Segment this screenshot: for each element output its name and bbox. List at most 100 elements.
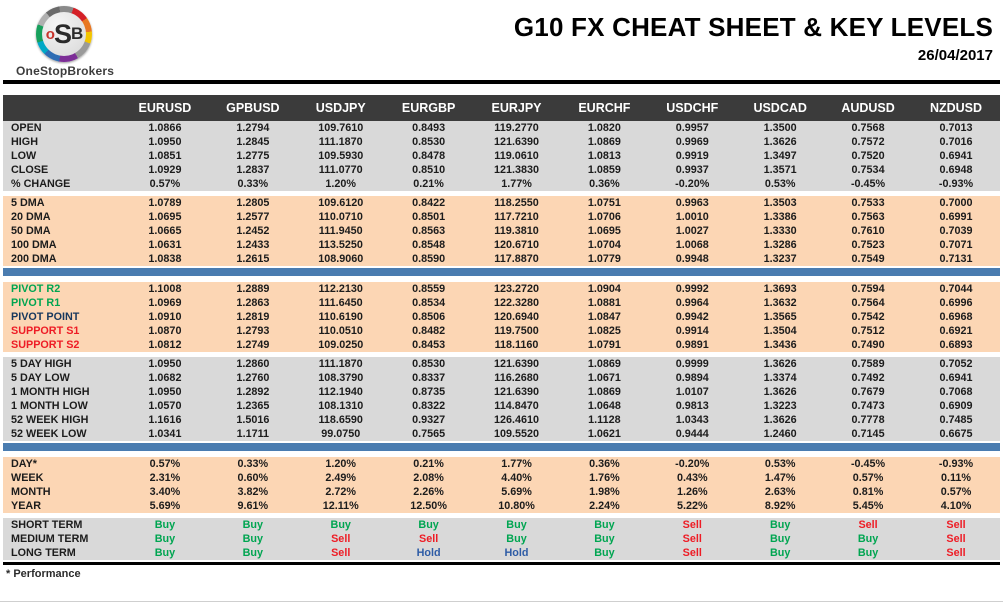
cell-eurusd-pivot-point: 1.0910 [121,310,209,324]
cell-nzdusd-change: -0.93% [912,177,1000,191]
table-row-50-dma: 50 DMA 1.0665 1.2452 111.9450 0.8563 119.3810… [3,224,1000,238]
cell-usdcad-52-week-high: 1.3626 [736,413,825,427]
column-header-eurgbp: EURGBP [384,95,473,121]
cell-eurchf-1-month-low: 1.0648 [560,399,649,413]
cell-usdchf-support-s2: 0.9891 [648,338,737,352]
cell-eurchf-change: 0.36% [560,177,649,191]
cell-gpbusd-52-week-low: 1.1711 [208,427,297,442]
cell-gpbusd-1-month-low: 1.2365 [208,399,297,413]
cell-usdjpy-pivot-r1: 111.6450 [296,296,385,310]
cell-eurusd-pivot-r1: 1.0969 [121,296,209,310]
cell-nzdusd-5-day-high: 0.7052 [912,357,1000,371]
cell-eurusd-day: 0.57% [121,457,209,471]
section-gap [3,452,1000,457]
row-label-support-s2: SUPPORT S2 [3,338,121,352]
cell-eurchf-medium-term: Buy [560,532,649,546]
cell-eurjpy-100-dma: 120.6710 [472,238,561,252]
cell-usdcad-open: 1.3500 [736,121,825,135]
row-label-5-dma: 5 DMA [3,196,121,210]
cell-eurusd-200-dma: 1.0838 [121,252,209,267]
cell-eurjpy-5-day-low: 116.2680 [472,371,561,385]
row-label-low: LOW [3,149,121,163]
cell-nzdusd-52-week-low: 0.6675 [912,427,1000,442]
cell-eurchf-pivot-r1: 1.0881 [560,296,649,310]
cell-eurusd-pivot-r2: 1.1008 [121,282,209,296]
cell-usdjpy-100-dma: 113.5250 [296,238,385,252]
cell-usdchf-pivot-point: 0.9942 [648,310,737,324]
table-row-week: WEEK 2.31% 0.60% 2.49% 2.08% 4.40% 1.76% 0.43% 1… [3,471,1000,485]
cell-audusd-day: -0.45% [824,457,913,471]
table-row-day: DAY* 0.57% 0.33% 1.20% 0.21% 1.77% 0.36% -0.20%… [3,457,1000,471]
cell-nzdusd-pivot-r2: 0.7044 [912,282,1000,296]
cell-eurjpy-1-month-high: 121.6390 [472,385,561,399]
cell-usdchf-5-day-low: 0.9894 [648,371,737,385]
cell-eurjpy-50-dma: 119.3810 [472,224,561,238]
cell-usdchf-52-week-low: 0.9444 [648,427,737,442]
cell-eurusd-20-dma: 1.0695 [121,210,209,224]
cell-gpbusd-week: 0.60% [208,471,297,485]
cell-eurusd-1-month-low: 1.0570 [121,399,209,413]
cell-eurusd-100-dma: 1.0631 [121,238,209,252]
cell-usdjpy-52-week-low: 99.0750 [296,427,385,442]
cell-usdchf-month: 1.26% [648,485,737,499]
cell-eurusd-5-day-high: 1.0950 [121,357,209,371]
cell-usdcad-year: 8.92% [736,499,825,513]
row-label-close: CLOSE [3,163,121,177]
cell-audusd-200-dma: 0.7549 [824,252,913,267]
cell-eurgbp-week: 2.08% [384,471,473,485]
fx-table-head: EURUSD GPBUSD USDJPY EURGBP EURJPY EURCHF USDC… [3,95,1000,121]
cell-eurjpy-5-day-high: 121.6390 [472,357,561,371]
cell-eurgbp-long-term: Hold [384,546,473,560]
cell-gpbusd-day: 0.33% [208,457,297,471]
cell-usdchf-50-dma: 1.0027 [648,224,737,238]
cell-audusd-5-day-low: 0.7492 [824,371,913,385]
cell-nzdusd-medium-term: Sell [912,532,1000,546]
table-row-medium-term: MEDIUM TERM Buy Buy Sell Sell Buy Buy Sell Buy Bu… [3,532,1000,546]
cell-gpbusd-200-dma: 1.2615 [208,252,297,267]
cell-audusd-52-week-high: 0.7778 [824,413,913,427]
cell-usdjpy-change: 1.20% [296,177,385,191]
cell-audusd-year: 5.45% [824,499,913,513]
cell-eurusd-5-dma: 1.0789 [121,196,209,210]
cell-eurgbp-open: 0.8493 [384,121,473,135]
title-block: G10 FX CHEAT SHEET & KEY LEVELS 26/04/20… [514,6,993,64]
row-label-pivot-r1: PIVOT R1 [3,296,121,310]
section-gap [3,277,1000,282]
cell-gpbusd-5-dma: 1.2805 [208,196,297,210]
section-gap-cell [3,277,1000,282]
blue-separator-bar-cell [3,266,1000,278]
column-header-usdcad: USDCAD [736,95,825,121]
cell-eurgbp-day: 0.21% [384,457,473,471]
cell-eurjpy-short-term: Buy [472,518,561,532]
row-label-medium-term: MEDIUM TERM [3,532,121,546]
cell-audusd-open: 0.7568 [824,121,913,135]
cell-eurchf-5-dma: 1.0751 [560,196,649,210]
cell-eurgbp-50-dma: 0.8563 [384,224,473,238]
row-label-day: DAY* [3,457,121,471]
cell-eurgbp-52-week-low: 0.7565 [384,427,473,442]
logo-letter-o: o [45,25,55,43]
cell-usdchf-200-dma: 0.9948 [648,252,737,267]
cell-eurchf-100-dma: 1.0704 [560,238,649,252]
cell-gpbusd-open: 1.2794 [208,121,297,135]
cell-usdcad-support-s2: 1.3436 [736,338,825,352]
cell-eurgbp-pivot-point: 0.8506 [384,310,473,324]
cell-eurjpy-long-term: Hold [472,546,561,560]
cell-usdchf-close: 0.9937 [648,163,737,177]
cell-usdjpy-month: 2.72% [296,485,385,499]
cell-eurchf-200-dma: 1.0779 [560,252,649,267]
cell-eurgbp-low: 0.8478 [384,149,473,163]
row-label-200-dma: 200 DMA [3,252,121,267]
cell-eurgbp-month: 2.26% [384,485,473,499]
cell-eurjpy-pivot-r2: 123.2720 [472,282,561,296]
cell-usdcad-medium-term: Buy [736,532,825,546]
cell-eurusd-support-s2: 1.0812 [121,338,209,352]
row-label-support-s1: SUPPORT S1 [3,324,121,338]
cell-eurchf-50-dma: 1.0695 [560,224,649,238]
table-row-200-dma: 200 DMA 1.0838 1.2615 108.9060 0.8590 117.887… [3,252,1000,267]
row-label-month: MONTH [3,485,121,499]
fx-cheat-sheet-table: EURUSD GPBUSD USDJPY EURGBP EURJPY EURCHF USDC… [3,95,1000,560]
